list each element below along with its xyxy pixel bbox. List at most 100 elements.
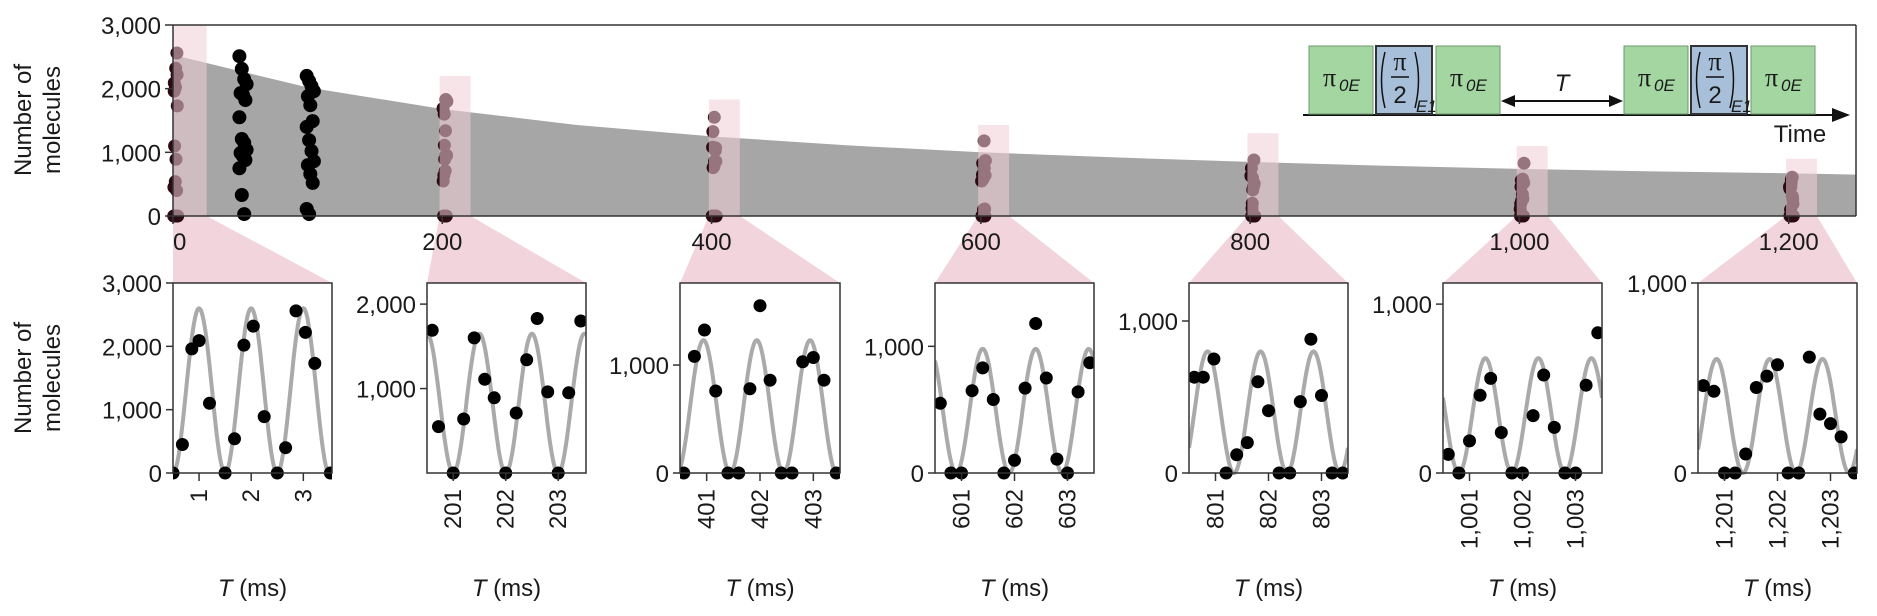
inset-data-point <box>1196 370 1210 384</box>
inset-x-tick-label: 801 <box>1203 489 1230 529</box>
inset-y-tick-label: 1,000 <box>1627 271 1687 298</box>
inset-data-point <box>1071 385 1085 399</box>
overview-x-tick-label: 1,200 <box>1759 229 1819 256</box>
inset-data-point <box>1547 420 1561 434</box>
inset-data-point <box>432 420 445 434</box>
inset-y-tick-label: 0 <box>656 461 669 488</box>
pi-pulse-subscript: 0E <box>1654 76 1675 95</box>
inset-data-point <box>1463 434 1476 448</box>
highlight-window-3 <box>978 124 1010 216</box>
overview-data-point <box>232 161 247 176</box>
overview-y-tick-label: 0 <box>148 204 161 231</box>
inset-y-tick-label: 0 <box>1419 461 1432 488</box>
inset-data-point <box>520 353 534 367</box>
pi-pulse-subscript: 0E <box>1781 76 1802 95</box>
inset-data-point <box>1443 447 1455 461</box>
half-pi-subscript: E1 <box>1731 97 1752 116</box>
inset-x-tick-label: 2 <box>238 489 265 502</box>
inset-x-tick-label: 1,202 <box>1765 489 1792 549</box>
overview-y-tick-label: 2,000 <box>101 77 161 104</box>
inset-data-point <box>1484 371 1498 385</box>
delay-label: T <box>1555 70 1572 97</box>
highlight-window-4 <box>1247 133 1279 216</box>
inset-plot-inset-200: 1,000 2,000 201 202 203 T (ms) <box>356 282 587 602</box>
inset-data-point <box>796 355 810 369</box>
inset-x-axis-title-variable: T <box>725 575 742 602</box>
inset-data-point <box>1760 369 1774 383</box>
inset-data-point <box>562 386 576 400</box>
overview-x-tick-label: 200 <box>422 229 462 256</box>
inset-data-point <box>467 331 481 345</box>
inset-data-point <box>1739 447 1753 461</box>
inset-x-tick-label: 1,203 <box>1818 489 1845 549</box>
inset-plot-inset-0: 0 1,000 2,000 3,000 1 2 3 T (ms) Number of molecu… <box>10 271 333 602</box>
overview-plot: 0 1,000 2,000 3,000 0 200 400 600 800 1,000 1,200 N… <box>10 13 1857 256</box>
left-parenthesis-icon <box>1380 51 1386 109</box>
inset-data-point <box>1230 448 1244 462</box>
pi-pulse-box <box>1308 45 1374 115</box>
inset-data-point <box>1834 430 1848 444</box>
inset-data-point <box>743 382 757 396</box>
overview-y-axis-title-line1: Number of <box>10 64 37 176</box>
inset-x-tick-label: 1,003 <box>1563 489 1590 549</box>
inset-data-point <box>257 410 271 424</box>
sinusoidal-fit-line <box>680 338 840 476</box>
inset-data-point <box>976 361 990 375</box>
overview-x-tick-label: 0 <box>173 229 186 256</box>
overview-x-tick-label: 800 <box>1230 229 1270 256</box>
inset-data-point <box>1304 332 1318 346</box>
inset-y-tick-label: 0 <box>1165 461 1178 488</box>
inset-x-axis-title-unit: (ms) <box>233 575 288 602</box>
inset-plots: 0 1,000 2,000 3,000 1 2 3 T (ms) Number of molecu… <box>10 271 1858 602</box>
inset-x-axis-title-unit: (ms) <box>740 575 795 602</box>
inset-data-point <box>1698 379 1710 393</box>
inset-x-axis-title-unit: (ms) <box>1758 575 1813 602</box>
inset-x-tick-label: 803 <box>1309 489 1336 529</box>
sinusoidal-fit-line <box>1189 349 1348 476</box>
inset-data-point <box>1771 358 1784 372</box>
inset-x-tick-label: 802 <box>1256 489 1283 529</box>
overview-y-tick-label: 1,000 <box>101 140 161 167</box>
inset-y-tick-label: 0 <box>149 461 162 488</box>
inset-background <box>427 283 586 473</box>
inset-data-point <box>1207 352 1221 366</box>
highlight-window-1 <box>439 75 471 216</box>
overview-y-axis-title-line2: molecules <box>39 66 66 174</box>
inset-data-point <box>1018 381 1032 395</box>
half-pi-denominator: 2 <box>1708 82 1721 109</box>
inset-y-tick-label: 1,000 <box>609 353 669 380</box>
inset-data-point <box>1039 371 1053 385</box>
inset-data-points <box>427 312 586 480</box>
zoom-connector-1 <box>427 216 586 283</box>
inset-x-axis-title: T (ms) <box>218 575 287 602</box>
inset-data-point <box>279 441 293 455</box>
overview-data-point <box>303 98 318 113</box>
highlight-window-0 <box>173 25 207 216</box>
inset-frame <box>426 282 587 474</box>
inset-x-axis-title-unit: (ms) <box>995 575 1050 602</box>
inset-x-tick-label: 202 <box>493 489 520 529</box>
right-parenthesis-icon <box>1729 51 1735 109</box>
inset-y-tick-label: 1,000 <box>864 334 924 361</box>
half-pi-denominator: 2 <box>1393 82 1406 109</box>
inset-data-point <box>806 351 820 364</box>
overview-data-point <box>299 119 314 134</box>
time-axis-arrowhead <box>1832 108 1850 122</box>
inset-x-axis-title: T (ms) <box>1743 575 1812 602</box>
half-pi-numerator: π <box>1708 47 1721 76</box>
inset-data-point <box>698 323 711 337</box>
inset-x-axis-title-unit: (ms) <box>1503 575 1558 602</box>
zoom-connector-6 <box>1698 216 1857 283</box>
inset-y-tick-label: 3,000 <box>102 271 162 298</box>
highlight-window-5 <box>1516 145 1548 216</box>
inset-data-point <box>1579 378 1593 392</box>
overview-data-point <box>302 133 317 148</box>
inset-x-axis-title-unit: (ms) <box>1249 575 1304 602</box>
overview-x-tick-label: 1,000 <box>1489 229 1549 256</box>
inset-data-point <box>1083 356 1094 370</box>
inset-y-tick-label: 2,000 <box>356 292 416 319</box>
half-pi-pulse-box <box>1690 45 1748 115</box>
inset-data-point <box>687 349 701 363</box>
inset-x-tick-label: 1,002 <box>1510 489 1537 549</box>
